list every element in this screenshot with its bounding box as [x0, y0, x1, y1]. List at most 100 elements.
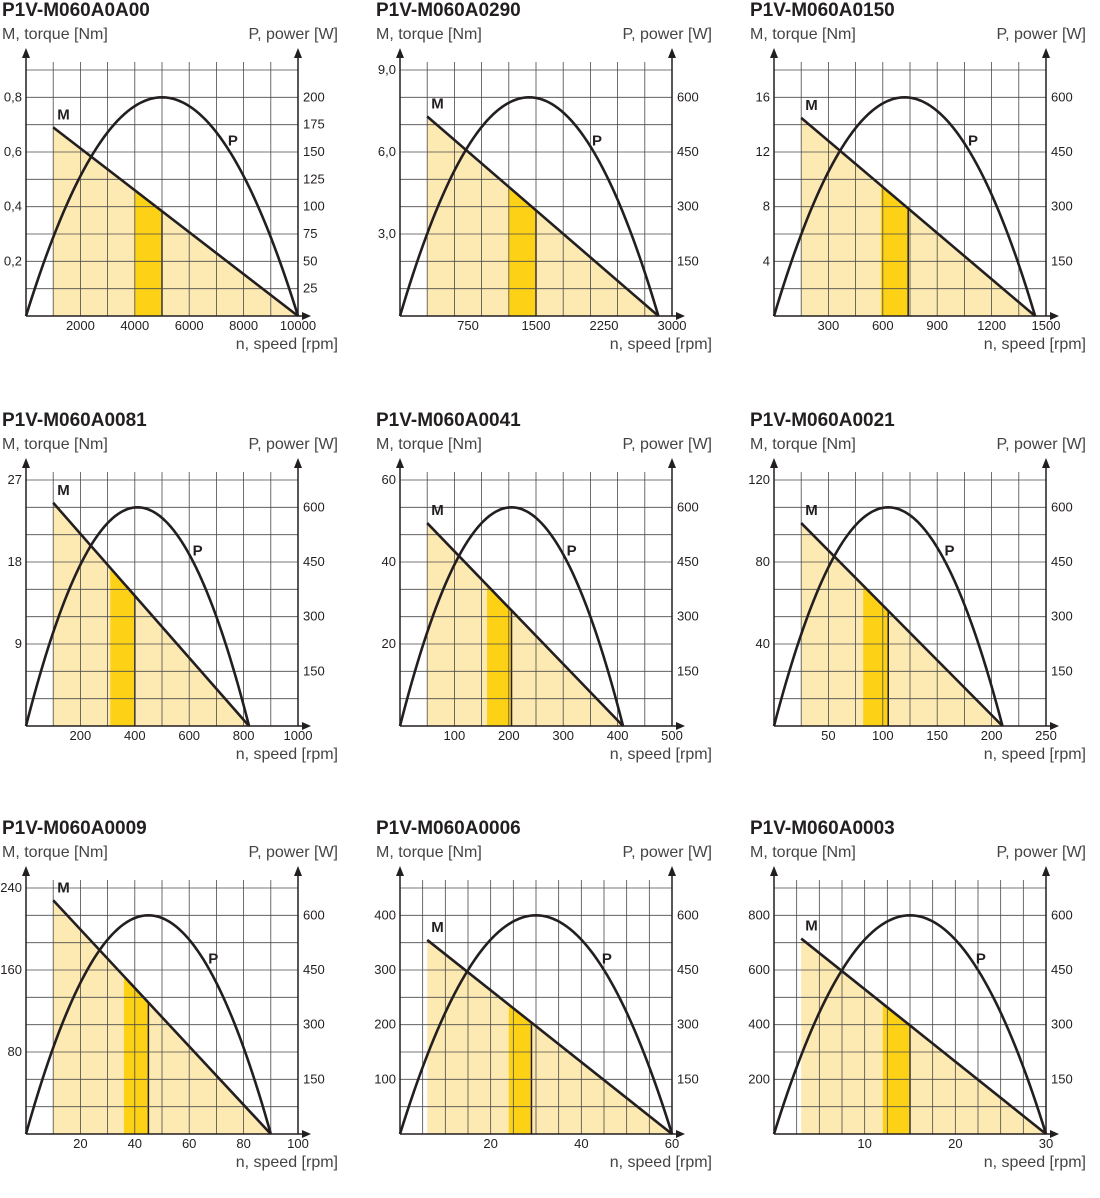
y2-axis-label: P, power [W] — [248, 26, 338, 43]
power-curve — [24, 96, 300, 317]
y-axis-arrow — [396, 458, 404, 468]
grid — [26, 472, 298, 726]
x-axis-arrow — [1050, 722, 1059, 730]
chart-title: P1V-M060A0150 — [750, 0, 895, 21]
chart-plot: 100 200 300 400 500 20 40 60 150 300 450 600 M P — [382, 458, 699, 743]
x-tick-label: 2000 — [66, 318, 95, 333]
y-tick-label: 0,2 — [4, 253, 22, 268]
optimal-band — [110, 567, 135, 726]
optimal-band — [508, 186, 536, 316]
x-tick-label: 4000 — [120, 318, 149, 333]
y-axis-arrow — [396, 866, 404, 876]
y2-tick-label: 200 — [303, 89, 325, 104]
y2-tick-label: 150 — [1051, 1071, 1073, 1086]
y-axis-label: M, torque [Nm] — [2, 844, 108, 861]
y-axis-label: M, torque [Nm] — [2, 26, 108, 43]
x-tick-label: 8000 — [229, 318, 258, 333]
x-axis-label: n, speed [rpm] — [235, 1154, 338, 1171]
chart-plot: 10 20 30 200 400 600 800 150 300 450 600 M P — [748, 866, 1073, 1151]
chart-plot: 20 40 60 100 200 300 400 150 300 450 600 M P — [374, 866, 699, 1151]
x-axis-label: n, speed [rpm] — [609, 746, 712, 763]
x-tick-label: 150 — [926, 728, 948, 743]
torque-curve-label: M — [57, 879, 69, 896]
torque-line — [426, 522, 624, 727]
chart-panel: P1V-M060A0A00 M, torque [Nm] P, power [W] n… — [0, 0, 360, 380]
x-tick-label: 6000 — [175, 318, 204, 333]
x-axis-arrow — [302, 1130, 311, 1138]
y-tick-label: 160 — [0, 962, 22, 977]
y2-tick-label: 175 — [303, 117, 325, 132]
y-axis-arrow — [396, 48, 404, 58]
power-curve-label: P — [976, 951, 986, 968]
x-axis-arrow — [302, 312, 311, 320]
optimal-band — [863, 585, 889, 726]
chart-plot: 2000 4000 6000 8000 10000 0,2 0,4 0,6 0,8 25 50 75 1… — [4, 48, 325, 333]
y2-tick-label: 600 — [303, 907, 325, 922]
y2-axis-label: P, power [W] — [622, 26, 712, 43]
y-tick-label: 400 — [748, 1017, 770, 1032]
x-axis-label: n, speed [rpm] — [609, 336, 712, 353]
y-tick-label: 16 — [756, 89, 770, 104]
grid — [400, 472, 672, 726]
power-curve — [772, 96, 1037, 317]
x-tick-label: 3000 — [658, 318, 687, 333]
y-tick-label: 0,8 — [4, 89, 22, 104]
power-curve-label: P — [228, 133, 238, 150]
x-tick-label: 250 — [1035, 728, 1057, 743]
torque-curve-label: M — [57, 106, 69, 123]
power-curve — [398, 506, 625, 727]
y-tick-label: 0,4 — [4, 199, 22, 214]
x-tick-label: 60 — [665, 1136, 679, 1151]
y2-tick-label: 300 — [1051, 199, 1073, 214]
y-tick-label: 600 — [748, 962, 770, 977]
torque-line — [52, 126, 299, 318]
y-tick-label: 60 — [382, 472, 396, 487]
power-curve — [772, 506, 1004, 727]
y-tick-label: 18 — [8, 554, 22, 569]
operating-area — [801, 117, 1036, 316]
x-axis-label: n, speed [rpm] — [609, 1154, 712, 1171]
y2-axis-arrow — [294, 866, 302, 876]
y2-tick-label: 450 — [1051, 554, 1073, 569]
x-axis-label: n, speed [rpm] — [235, 336, 338, 353]
torque-curve-label: M — [805, 918, 818, 935]
chart-plot: 200 400 600 800 1000 9 18 27 150 300 450 600 M P — [8, 458, 325, 743]
y-tick-label: 200 — [374, 1017, 396, 1032]
torque-curve-label: M — [431, 502, 444, 519]
y-tick-label: 120 — [748, 472, 770, 487]
optimal-band — [487, 585, 512, 726]
x-tick-label: 100 — [444, 728, 466, 743]
optimal-band — [134, 190, 162, 316]
y-tick-label: 12 — [756, 144, 770, 159]
x-tick-label: 200 — [498, 728, 520, 743]
y2-axis-label: P, power [W] — [622, 844, 712, 861]
power-curve-label: P — [208, 951, 218, 968]
y2-axis-label: P, power [W] — [996, 844, 1086, 861]
y2-tick-label: 450 — [1051, 144, 1073, 159]
torque-curve-label: M — [57, 482, 69, 499]
x-tick-label: 300 — [552, 728, 574, 743]
y2-axis-label: P, power [W] — [996, 26, 1086, 43]
power-curve-label: P — [193, 543, 203, 560]
power-curve-label: P — [592, 133, 602, 150]
torque-curve-label: M — [805, 97, 818, 114]
x-axis-arrow — [676, 722, 685, 730]
x-axis-arrow — [676, 312, 685, 320]
y2-tick-label: 300 — [303, 609, 325, 624]
x-axis-arrow — [302, 722, 311, 730]
torque-curve-label: M — [805, 502, 818, 519]
x-tick-label: 900 — [926, 318, 948, 333]
y-axis-arrow — [22, 866, 30, 876]
grid — [26, 880, 298, 1134]
y-axis-label: M, torque [Nm] — [376, 436, 482, 453]
y-tick-label: 80 — [756, 554, 770, 569]
y2-tick-label: 450 — [677, 144, 699, 159]
power-curve-label: P — [968, 133, 978, 150]
y-tick-label: 40 — [756, 636, 770, 651]
y2-tick-label: 600 — [677, 907, 699, 922]
x-tick-label: 40 — [128, 1136, 142, 1151]
y2-axis-label: P, power [W] — [248, 436, 338, 453]
grid — [774, 880, 1046, 1134]
y2-tick-label: 150 — [303, 663, 325, 678]
chart-panel: P1V-M060A0009 M, torque [Nm] P, power [W] n… — [0, 818, 360, 1198]
